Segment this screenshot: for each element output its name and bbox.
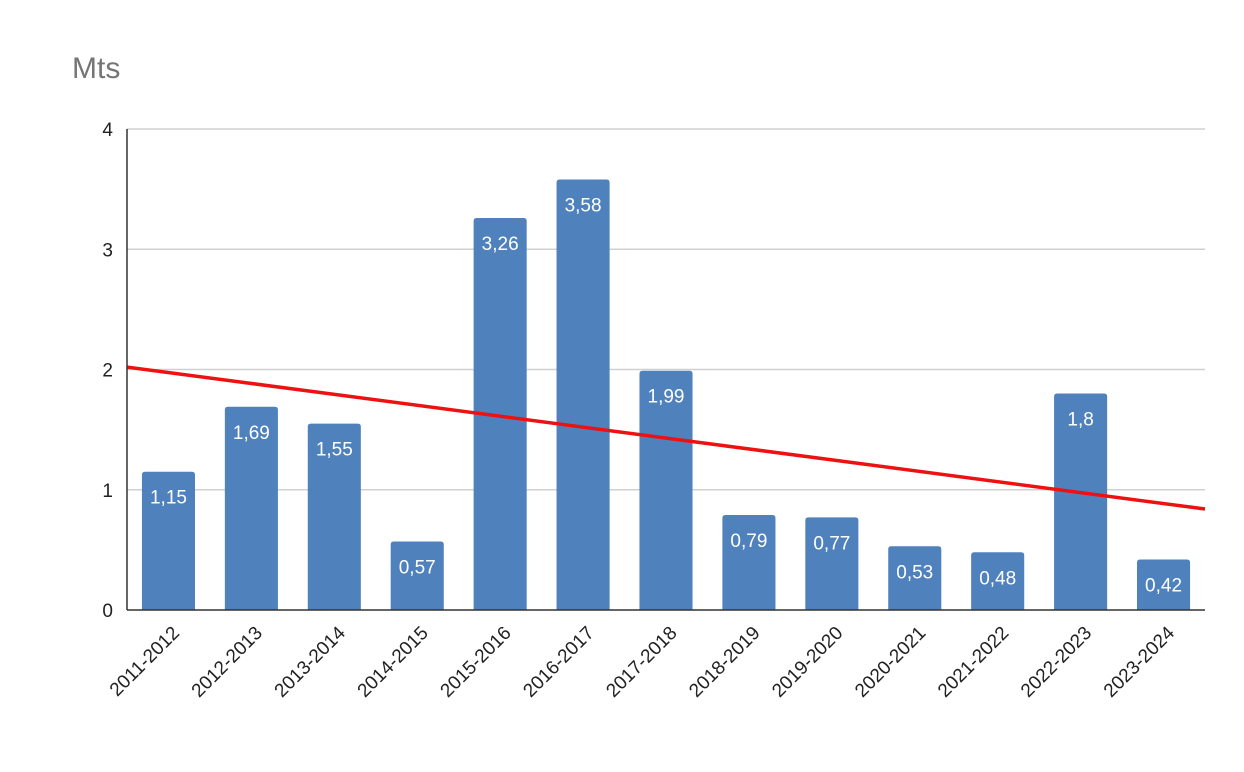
bar xyxy=(1137,559,1191,610)
data-label: 1,99 xyxy=(648,387,685,408)
trendline-group xyxy=(126,365,1206,511)
data-label: 0,57 xyxy=(399,557,436,578)
gridlines xyxy=(127,128,1205,491)
x-tick-label: 2012-2013 xyxy=(188,623,267,702)
data-label: 3,58 xyxy=(565,196,602,217)
x-tick-label: 2015-2016 xyxy=(437,623,516,702)
data-label: 0,48 xyxy=(979,568,1016,589)
data-label: 1,69 xyxy=(233,423,270,444)
trendline xyxy=(126,365,1206,511)
bar xyxy=(639,370,693,610)
x-tick-label: 2019-2020 xyxy=(768,623,847,702)
data-label: 0,77 xyxy=(813,533,850,554)
bar xyxy=(556,179,610,610)
bars xyxy=(141,179,1191,611)
bar xyxy=(224,406,278,610)
x-tick-label: 2011-2012 xyxy=(106,623,184,701)
bar xyxy=(473,217,527,611)
x-tick-label: 2013-2014 xyxy=(271,622,350,701)
y-tick-label: 2 xyxy=(102,361,113,382)
x-tick-label: 2016-2017 xyxy=(520,623,599,702)
x-tick-label: 2018-2019 xyxy=(685,623,764,702)
bar xyxy=(141,471,195,610)
x-tick-label: 2023-2024 xyxy=(1100,622,1179,701)
y-tick-label: 0 xyxy=(102,601,113,622)
chart-title: Mts xyxy=(72,52,121,85)
x-tick-label: 2017-2018 xyxy=(602,623,681,702)
bar xyxy=(722,515,776,610)
data-labels: 1,15 1,69 1,55 0,57 3,26 3,58 1,99 0,79 0,77 0,53… xyxy=(150,196,1182,597)
x-tick-label: 2021-2022 xyxy=(934,623,1013,702)
x-tick-label: 2014-2015 xyxy=(354,623,433,702)
data-label: 0,53 xyxy=(896,562,933,583)
bar xyxy=(805,517,859,610)
x-tick-label: 2022-2023 xyxy=(1017,623,1096,702)
data-label: 0,79 xyxy=(730,531,767,552)
x-tick-label: 2020-2021 xyxy=(851,623,930,702)
y-tick-label: 1 xyxy=(102,481,113,502)
data-label: 1,55 xyxy=(316,440,353,461)
data-label: 0,42 xyxy=(1145,575,1182,596)
y-tick-label: 4 xyxy=(102,120,113,141)
bar xyxy=(390,541,444,610)
y-tick-label: 3 xyxy=(102,240,113,261)
data-label: 1,15 xyxy=(150,488,187,509)
bar xyxy=(971,552,1025,610)
bar xyxy=(307,423,361,610)
bar xyxy=(1054,393,1108,610)
bar xyxy=(888,546,942,610)
data-label: 3,26 xyxy=(482,234,519,255)
data-label: 1,8 xyxy=(1067,410,1093,431)
